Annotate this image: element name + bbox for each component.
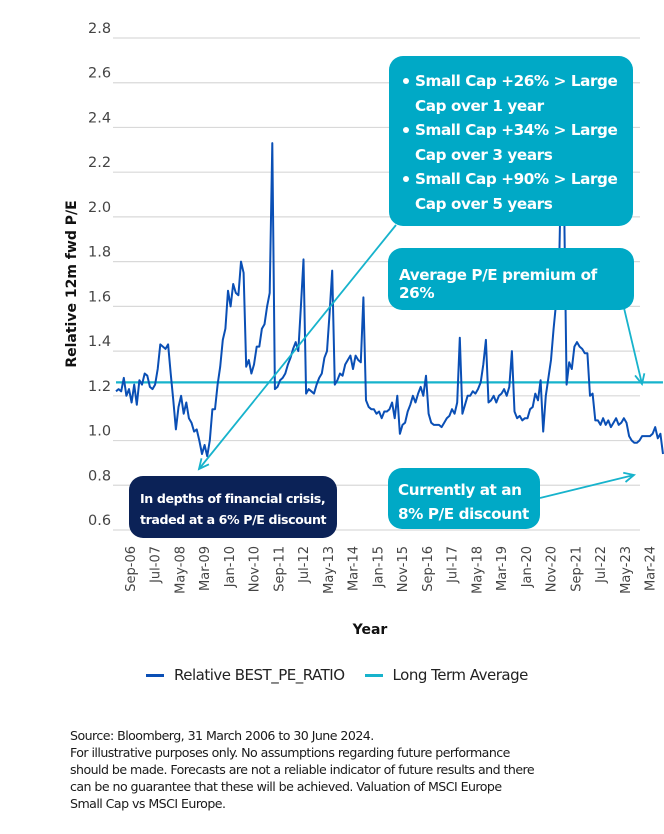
- legend-item-relative-pe: Relative BEST_PE_RATIO: [146, 666, 345, 684]
- stats-bullet-line1: Small Cap +34% > Large: [415, 121, 618, 139]
- y-tick-label: 1.2: [88, 379, 111, 395]
- x-tick-label: May-08: [173, 546, 188, 594]
- series-layer: [115, 142, 664, 458]
- legend-swatch-relative-pe: [146, 673, 164, 677]
- arrow-to-average-line: [623, 307, 646, 387]
- arrow-to-current-value: [539, 471, 637, 499]
- footnote-line: Source: Bloomberg, 31 March 2006 to 30 J…: [70, 728, 374, 743]
- arrow-head: [197, 458, 210, 471]
- y-axis-ticks: 2.8 2.6 2.4 2.2 2.0 1.8 1.6 1.4 1.2 1.0 0.8 0.6: [88, 21, 111, 529]
- callout-average-premium: Average P/E premium of 26%: [388, 248, 634, 310]
- legend-label: Long Term Average: [392, 666, 529, 684]
- y-axis-title: Relative 12m fwd P/E: [64, 200, 80, 367]
- x-tick-label: Jul-22: [594, 546, 609, 584]
- callout-performance-stats: Small Cap +26% > Large Cap over 1 year Sm…: [389, 56, 633, 226]
- x-tick-label: Nov-20: [545, 546, 560, 592]
- x-tick-label: Nov-15: [396, 546, 411, 592]
- footnote-line: For illustrative purposes only. No assum…: [70, 745, 510, 760]
- stats-list: Small Cap +26% > Large Cap over 1 year Sm…: [401, 69, 621, 216]
- x-tick-label: May-18: [470, 546, 485, 594]
- x-tick-label: Sep-06: [124, 546, 139, 592]
- footnote-line: should be made. Forecasts are not a reli…: [70, 762, 535, 777]
- callout-financial-crisis: In depths of financial crisis, traded at…: [129, 476, 337, 538]
- arrow-shaft: [198, 224, 397, 470]
- stats-bullet-line1: Small Cap +26% > Large: [415, 72, 618, 90]
- callout-current-discount: Currently at an 8% P/E discount: [388, 468, 540, 529]
- stats-bullet-line2: Cap over 1 year: [415, 96, 544, 115]
- y-tick-label: 1.6: [88, 289, 111, 305]
- callout-crisis-line2: traded at a 6% P/E discount: [140, 512, 327, 527]
- x-tick-label: Mar-19: [495, 546, 510, 591]
- y-tick-label: 0.6: [88, 513, 111, 529]
- y-tick-label: 2.0: [88, 200, 111, 216]
- x-axis-ticks: Sep-06 Jul-07 May-08 Mar-09 Jan-10 Nov-10 Sep-…: [124, 546, 659, 594]
- stats-bullet-line1: Small Cap +90% > Large: [415, 170, 618, 188]
- y-tick-label: 0.8: [88, 468, 111, 484]
- y-tick-label: 2.8: [88, 21, 111, 37]
- arrow-head: [634, 373, 646, 387]
- x-tick-label: Jan-10: [223, 546, 238, 588]
- callout-current-line1: Currently at an: [398, 481, 522, 499]
- x-tick-label: Mar-24: [644, 546, 659, 591]
- x-tick-label: Jul-17: [446, 546, 461, 584]
- stats-bullet-line2: Cap over 5 years: [415, 194, 553, 213]
- y-tick-label: 1.4: [88, 334, 111, 350]
- x-tick-label: Mar-14: [347, 546, 362, 591]
- x-tick-label: May-13: [322, 546, 337, 594]
- x-tick-label: Jan-15: [371, 546, 386, 588]
- y-tick-label: 2.4: [88, 110, 111, 126]
- chart-legend: Relative BEST_PE_RATIO Long Term Average: [146, 666, 548, 684]
- legend-swatch-long-term-average: [364, 673, 383, 677]
- legend-item-long-term-average: Long Term Average: [364, 666, 529, 684]
- x-axis-title: Year: [352, 622, 388, 638]
- relative-pe-line: [115, 142, 664, 458]
- y-tick-label: 2.6: [88, 66, 111, 82]
- footnote-line: Small Cap vs MSCI Europe.: [70, 796, 226, 811]
- arrow-shaft: [539, 474, 635, 499]
- x-tick-label: Sep-16: [421, 546, 436, 592]
- arrow-shaft: [623, 307, 643, 385]
- stats-bullet: Small Cap +26% > Large Cap over 1 year: [401, 69, 621, 118]
- legend-label: Relative BEST_PE_RATIO: [174, 666, 345, 684]
- x-tick-label: Nov-10: [248, 546, 263, 592]
- y-tick-label: 2.2: [88, 155, 111, 171]
- stats-bullet: Small Cap +34% > Large Cap over 3 years: [401, 118, 621, 167]
- stats-bullet: Small Cap +90% > Large Cap over 5 years: [401, 167, 621, 216]
- arrow-head: [623, 471, 637, 483]
- x-tick-label: Jul-12: [297, 546, 312, 584]
- callout-crisis-line1: In depths of financial crisis,: [140, 491, 326, 506]
- x-tick-label: Jul-07: [149, 546, 164, 584]
- x-tick-label: Sep-21: [569, 546, 584, 592]
- y-tick-label: 1.0: [88, 424, 111, 440]
- annotation-arrows: [197, 224, 646, 499]
- x-tick-label: Mar-09: [198, 546, 213, 591]
- x-tick-label: Sep-11: [272, 546, 287, 592]
- x-tick-label: Jan-20: [520, 546, 535, 588]
- y-tick-label: 1.8: [88, 245, 111, 261]
- arrow-to-crisis-low: [197, 224, 397, 471]
- footnote-line: can be no guarantee that these will be a…: [70, 779, 502, 794]
- callout-average-text: Average P/E premium of 26%: [399, 266, 597, 302]
- stats-bullet-line2: Cap over 3 years: [415, 145, 553, 164]
- x-tick-label: May-23: [619, 546, 634, 594]
- source-footnote: Source: Bloomberg, 31 March 2006 to 30 J…: [70, 727, 660, 812]
- callout-current-line2: 8% P/E discount: [398, 505, 529, 523]
